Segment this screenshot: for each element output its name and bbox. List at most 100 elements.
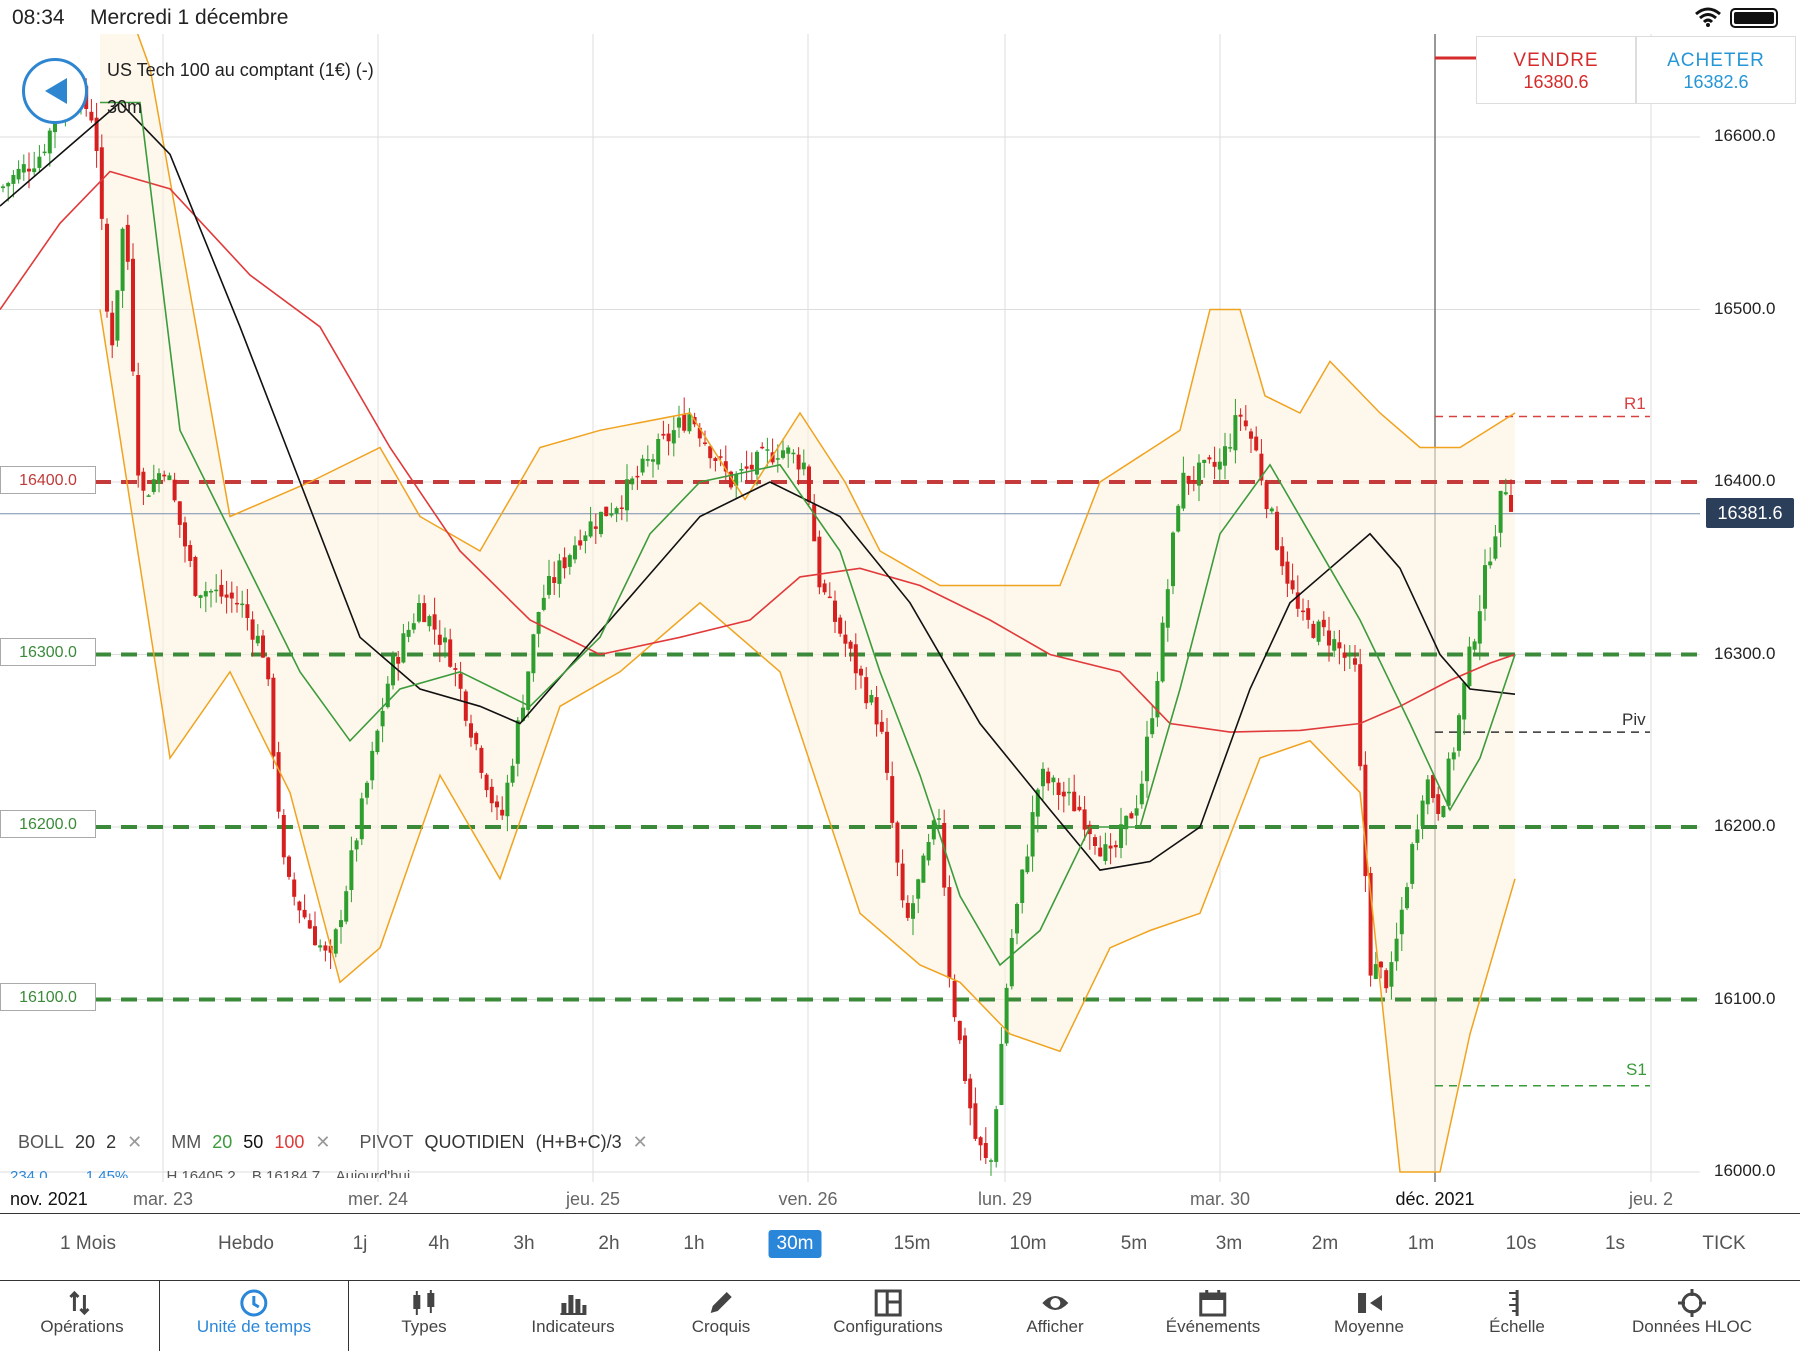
level-tag[interactable]: 16300.0 — [0, 638, 96, 666]
price-chart[interactable] — [0, 34, 1800, 1212]
nav-separator — [348, 1281, 349, 1351]
candle-body — [749, 464, 754, 470]
level-tag[interactable]: 16200.0 — [0, 810, 96, 838]
candle-body — [1134, 808, 1139, 816]
timeframe-30m[interactable]: 30m — [768, 1230, 822, 1258]
timeframe-3m[interactable]: 3m — [1215, 1233, 1243, 1254]
candle-body — [1176, 505, 1181, 532]
candle-body — [1358, 664, 1363, 767]
nav-bar-chart[interactable]: Indicateurs — [531, 1281, 615, 1351]
candle-body — [1119, 824, 1123, 848]
timeframe-5m[interactable]: 5m — [1120, 1233, 1148, 1254]
timeframe-15m[interactable]: 15m — [893, 1233, 931, 1254]
indicators-legend: BOLL 20 2 ✕ MM 20 50 100 ✕ PIVOT QUOTIDI… — [18, 1132, 672, 1153]
candle-body — [999, 1043, 1004, 1105]
candle-body — [1150, 718, 1155, 735]
stat-change: 234.0 — [10, 1168, 48, 1178]
sell-button[interactable]: VENDRE 16380.6 — [1476, 36, 1636, 104]
nav-candlestick[interactable]: Types — [401, 1281, 447, 1351]
remove-mm-icon[interactable]: ✕ — [315, 1132, 331, 1152]
candle-body — [869, 695, 874, 703]
candle-body — [120, 228, 125, 291]
timeframe-2h[interactable]: 2h — [598, 1233, 620, 1254]
x-axis-start: nov. 2021 — [10, 1189, 88, 1209]
candle-body — [890, 776, 895, 823]
timeframe-3h[interactable]: 3h — [513, 1233, 535, 1254]
candle-body — [411, 623, 416, 630]
candle-body — [302, 909, 307, 918]
nav-layout[interactable]: Configurations — [833, 1281, 943, 1351]
candle-body — [963, 1035, 967, 1081]
timeframe-1-mois[interactable]: 1 Mois — [60, 1233, 116, 1254]
candle-body — [853, 644, 858, 674]
candle-body — [27, 168, 31, 172]
nav-clock[interactable]: Unité de temps — [197, 1281, 311, 1351]
timeframe-1j[interactable]: 1j — [352, 1233, 368, 1254]
timeframe-10s[interactable]: 10s — [1505, 1233, 1537, 1254]
scale-icon — [1508, 1290, 1519, 1316]
timeframe-1m[interactable]: 1m — [1407, 1233, 1435, 1254]
candle-body — [781, 450, 785, 458]
candle-body — [978, 1137, 983, 1146]
candle-body — [1238, 414, 1243, 417]
pivot-type: QUOTIDIEN — [424, 1132, 525, 1152]
candle-body — [276, 752, 281, 812]
candle-body — [921, 855, 926, 883]
stat-high: H 16405.2 — [166, 1168, 236, 1178]
candle-body — [1462, 682, 1467, 720]
candle-body — [443, 637, 447, 643]
candle-body — [1098, 847, 1103, 857]
mm-name: MM — [171, 1132, 202, 1152]
candle-body — [1129, 813, 1134, 819]
candle-body — [287, 856, 291, 877]
candle-body — [89, 111, 94, 121]
level-tag[interactable]: 16100.0 — [0, 983, 96, 1011]
nav-operations[interactable]: Opérations — [40, 1281, 124, 1351]
candle-body — [1025, 856, 1030, 873]
timeframe-1h[interactable]: 1h — [683, 1233, 705, 1254]
clock-icon — [240, 1289, 268, 1317]
level-tag[interactable]: 16400.0 — [0, 466, 96, 494]
candle-body — [474, 733, 479, 745]
candle-body — [1321, 619, 1326, 628]
nav-crosshair[interactable]: Données HLOC — [1632, 1281, 1752, 1351]
nav-scale[interactable]: Échelle — [1489, 1281, 1545, 1351]
candle-body — [989, 1160, 993, 1162]
chart-area[interactable] — [0, 34, 1800, 1212]
candle-body — [1186, 475, 1191, 484]
timeframe-4h[interactable]: 4h — [428, 1233, 450, 1254]
candle-body — [1316, 621, 1321, 642]
candle-body — [417, 603, 421, 622]
pivot-piv-label: Piv — [1622, 710, 1646, 729]
candle-body — [614, 508, 619, 514]
remove-pivot-icon[interactable]: ✕ — [632, 1132, 648, 1152]
nav-average[interactable]: Moyenne — [1334, 1281, 1404, 1351]
candle-body — [1457, 715, 1461, 751]
candle-body — [37, 156, 42, 168]
candle-body — [885, 731, 889, 773]
nav-pencil[interactable]: Croquis — [692, 1281, 750, 1351]
candle-body — [739, 469, 744, 471]
x-axis-label: déc. 2021 — [1395, 1189, 1475, 1209]
timeframe-hebdo[interactable]: Hebdo — [218, 1233, 274, 1254]
candle-body — [1363, 764, 1368, 877]
candle-body — [219, 584, 224, 597]
nav-calendar[interactable]: Événements — [1166, 1281, 1260, 1351]
remove-boll-icon[interactable]: ✕ — [127, 1132, 143, 1152]
candle-body — [1373, 964, 1378, 979]
candle-body — [775, 458, 780, 460]
timeframe-2m[interactable]: 2m — [1311, 1233, 1339, 1254]
candle-body — [536, 612, 541, 634]
candle-body — [505, 782, 510, 817]
nav-eye[interactable]: Afficher — [1026, 1281, 1084, 1351]
candle-body — [604, 506, 609, 517]
buy-button[interactable]: ACHETER 16382.6 — [1636, 36, 1796, 104]
back-button[interactable] — [22, 58, 88, 124]
bottom-toolbar: Opérations Unité de temps Types Indicateurs… — [0, 1280, 1800, 1351]
timeframe-tick[interactable]: TICK — [1702, 1233, 1746, 1254]
stat-pct: 1.45% — [85, 1168, 129, 1178]
candle-body — [479, 747, 484, 773]
timeframe-10m[interactable]: 10m — [1009, 1233, 1047, 1254]
candle-body — [42, 151, 47, 154]
timeframe-1s[interactable]: 1s — [1604, 1233, 1626, 1254]
